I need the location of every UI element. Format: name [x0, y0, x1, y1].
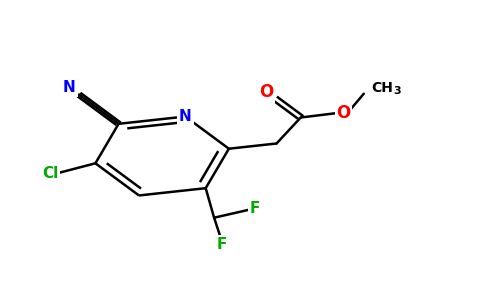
Text: F: F	[216, 237, 227, 252]
Text: N: N	[179, 109, 192, 124]
Text: CH: CH	[371, 81, 393, 95]
Text: F: F	[250, 201, 260, 216]
Text: O: O	[259, 83, 273, 101]
Text: Cl: Cl	[42, 166, 58, 181]
Text: 3: 3	[394, 86, 401, 96]
Text: O: O	[336, 104, 351, 122]
Text: N: N	[63, 80, 76, 95]
